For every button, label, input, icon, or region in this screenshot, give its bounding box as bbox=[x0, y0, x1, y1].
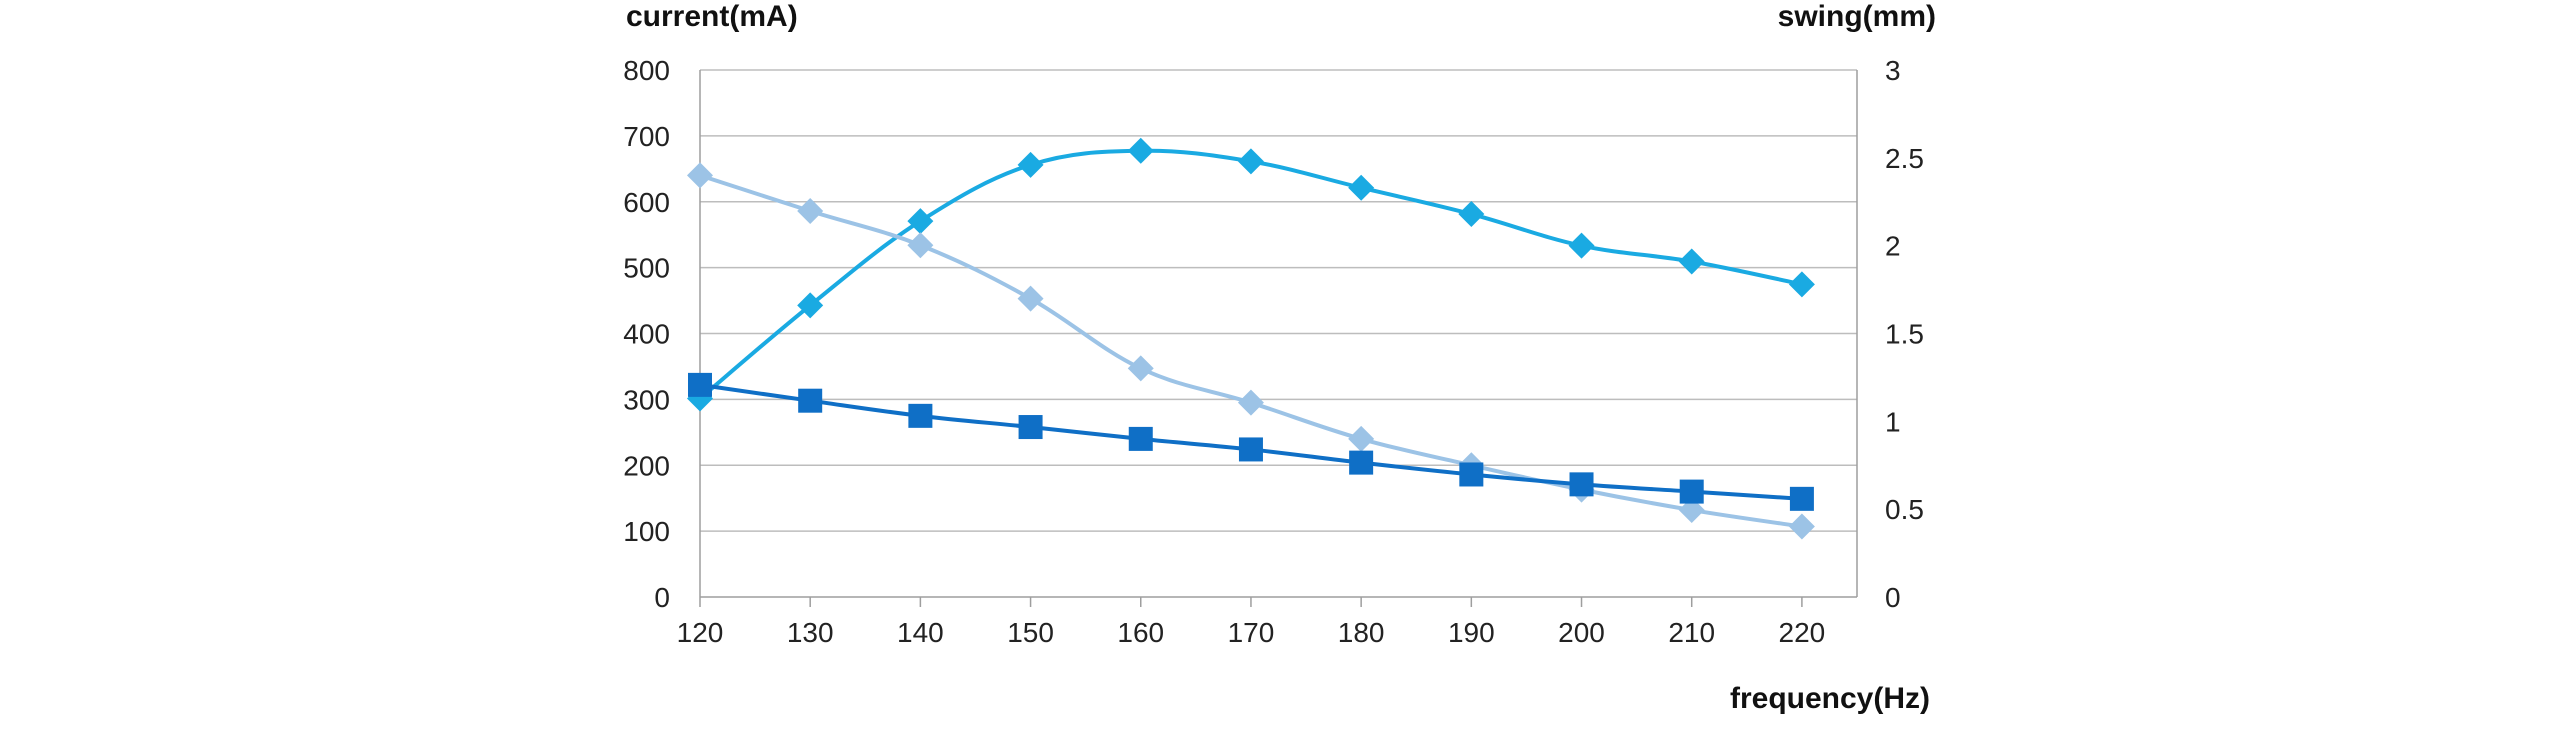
series-3-point bbox=[1789, 486, 1814, 511]
y-right-tick-label: 2 bbox=[1885, 231, 1901, 262]
y-axis-right-title: swing(mm) bbox=[1778, 0, 1936, 33]
series-3-point bbox=[688, 372, 712, 397]
series-2-point bbox=[907, 232, 934, 259]
series-1-point bbox=[1568, 232, 1595, 259]
series-1-line bbox=[698, 148, 1803, 401]
grid-lines bbox=[700, 69, 1857, 532]
series-1-point bbox=[1017, 151, 1044, 178]
x-tick-label: 130 bbox=[787, 617, 834, 648]
x-tick-label: 210 bbox=[1668, 617, 1715, 648]
y-axis-left-title: current(mA) bbox=[626, 0, 798, 33]
x-axis-title: frequency(Hz) bbox=[1730, 682, 1930, 715]
series-2-point bbox=[1237, 389, 1264, 416]
y-left-tick-label: 700 bbox=[623, 121, 670, 152]
series-3-point bbox=[798, 388, 823, 413]
series-markers bbox=[687, 137, 1815, 540]
y-right-tick-label: 2.5 bbox=[1885, 143, 1924, 174]
series-2-point bbox=[1788, 513, 1815, 540]
y-left-tick-label: 100 bbox=[623, 516, 670, 547]
series-3-point bbox=[1459, 462, 1484, 487]
y-left-tick-label: 300 bbox=[623, 384, 670, 415]
series-lines bbox=[698, 148, 1803, 529]
series-1-point bbox=[1348, 174, 1375, 201]
series-1-point bbox=[1237, 148, 1264, 175]
series-2-point bbox=[1127, 355, 1154, 382]
series-1-point bbox=[1458, 201, 1485, 228]
y-left-tick-label: 200 bbox=[623, 450, 670, 481]
x-tick-label: 180 bbox=[1338, 617, 1385, 648]
y-left-tick-label: 400 bbox=[623, 319, 670, 350]
y-right-tick-label: 0 bbox=[1885, 582, 1901, 613]
series-1-point bbox=[907, 208, 934, 235]
x-tick-label: 140 bbox=[897, 617, 944, 648]
x-tick-label: 170 bbox=[1228, 617, 1275, 648]
series-3-point bbox=[1349, 450, 1374, 475]
y-right-tick-label: 1 bbox=[1885, 406, 1901, 437]
series-3-point bbox=[1238, 437, 1263, 462]
y-left-tick-label: 0 bbox=[654, 582, 670, 613]
series-3-point bbox=[1679, 479, 1704, 504]
x-tick-label: 160 bbox=[1117, 617, 1164, 648]
series-1-point bbox=[1788, 271, 1815, 298]
series-3-point bbox=[1569, 472, 1594, 497]
tick-labels: 0 100 200 300 400 500 600 700 800 0 0.5 1 1.5 2 2.5 3 12… bbox=[623, 55, 1924, 648]
y-right-tick-label: 3 bbox=[1885, 55, 1901, 86]
y-left-tick-label: 500 bbox=[623, 253, 670, 284]
series-3-point bbox=[1128, 426, 1153, 451]
series-2-point bbox=[1348, 425, 1375, 452]
y-right-tick-label: 1.5 bbox=[1885, 319, 1924, 350]
series-2-line bbox=[699, 173, 1803, 529]
series-1-point bbox=[1678, 248, 1705, 275]
series-3-point bbox=[908, 403, 933, 428]
series-2-point bbox=[1017, 285, 1044, 312]
series-2-point bbox=[687, 162, 713, 189]
axes bbox=[699, 70, 1858, 607]
x-tick-label: 120 bbox=[677, 617, 724, 648]
x-tick-label: 150 bbox=[1007, 617, 1054, 648]
series-1-point bbox=[1127, 137, 1154, 164]
series-2-point bbox=[797, 197, 824, 224]
x-tick-label: 200 bbox=[1558, 617, 1605, 648]
y-right-tick-label: 0.5 bbox=[1885, 494, 1924, 525]
x-tick-label: 220 bbox=[1779, 617, 1826, 648]
series-3-point bbox=[1018, 415, 1043, 440]
series-1-point bbox=[797, 292, 824, 319]
y-left-tick-label: 600 bbox=[623, 187, 670, 218]
y-left-tick-label: 800 bbox=[623, 55, 670, 86]
x-tick-label: 190 bbox=[1448, 617, 1495, 648]
